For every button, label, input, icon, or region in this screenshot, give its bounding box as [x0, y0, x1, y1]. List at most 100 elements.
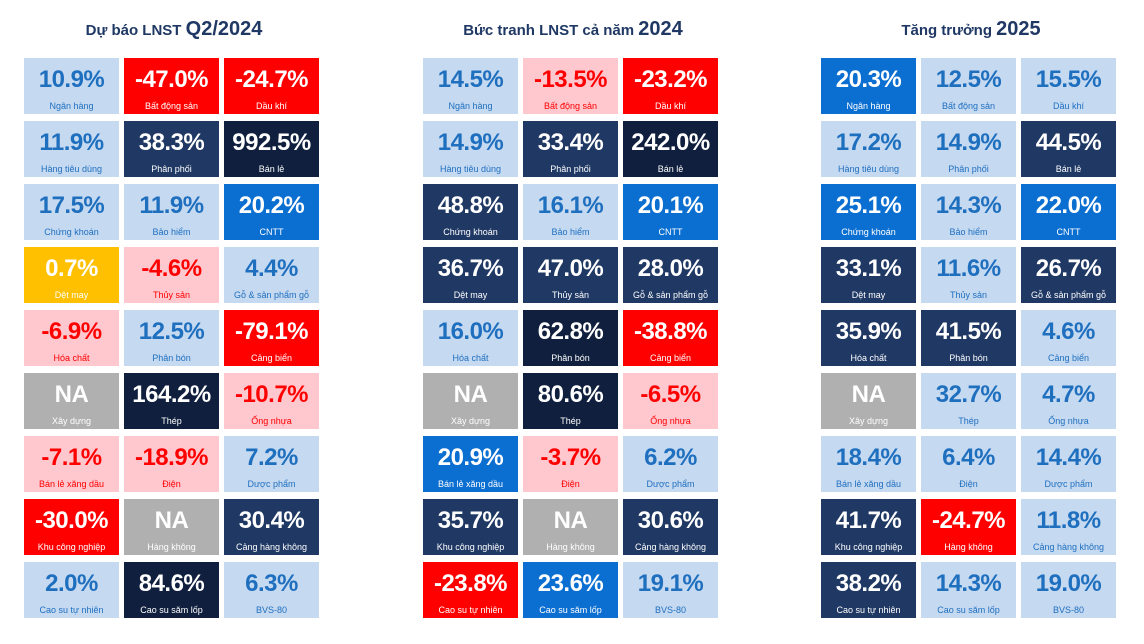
- heatmap-cell: 15.5% Dầu khí: [1021, 58, 1116, 114]
- cell-value: 11.8%: [1036, 507, 1101, 534]
- heatmap-cell: 48.8% Chứng khoán: [423, 184, 518, 240]
- cell-label: Xây dựng: [51, 416, 92, 426]
- cell-label: Chứng khoán: [44, 227, 99, 237]
- cell-label: Cảng biển: [1047, 353, 1090, 363]
- heatmap-cell: 4.4% Gỗ & sản phẩm gỗ: [224, 247, 319, 303]
- panel-title-text: Dự báo LNST: [85, 22, 186, 39]
- cell-label: Điện: [959, 479, 978, 489]
- cell-label: Khu công nghiệp: [834, 542, 903, 552]
- panel-title: Dự báo LNST Q2/2024: [24, 18, 324, 41]
- cell-label: Cảng hàng không: [1032, 542, 1105, 552]
- cell-value: NA: [553, 507, 588, 534]
- cell-value: 10.9%: [38, 66, 105, 93]
- cell-label: Bảo hiểm: [551, 227, 590, 237]
- heatmap-cell: NA Xây dựng: [423, 373, 518, 429]
- cell-label: Cảng biển: [649, 353, 692, 363]
- heatmap-cell: 0.7% Dệt may: [24, 247, 119, 303]
- cell-value: -7.1%: [41, 444, 102, 471]
- cell-value: 19.1%: [637, 570, 704, 597]
- cell-value: 15.5%: [1035, 66, 1102, 93]
- heatmap-cell: 41.5% Phân bón: [921, 310, 1016, 366]
- cell-value: 16.0%: [437, 318, 504, 345]
- panel-title-text: Tăng trưởng: [901, 22, 997, 39]
- heatmap-cell: 17.2% Hàng tiêu dùng: [821, 121, 916, 177]
- heatmap-cell: -10.7% Ống nhựa: [224, 373, 319, 429]
- heatmap-cell: 26.7% Gỗ & sản phẩm gỗ: [1021, 247, 1116, 303]
- cell-value: 47.0%: [537, 255, 604, 282]
- cell-value: 11.6%: [936, 255, 1001, 282]
- cell-value: 17.2%: [835, 129, 902, 156]
- cell-value: 20.1%: [637, 192, 704, 219]
- cell-label: Hóa chất: [452, 353, 489, 363]
- cell-label: Bất động sản: [941, 101, 996, 111]
- cell-value: 32.7%: [935, 381, 1002, 408]
- panel-title-year: 2024: [638, 18, 683, 40]
- cell-label: Hàng không: [147, 542, 196, 552]
- heatmap-cell: 14.5% Ngân hàng: [423, 58, 518, 114]
- cell-label: Thép: [560, 416, 581, 426]
- cell-label: Ống nhựa: [251, 416, 292, 426]
- cell-label: Cảng biển: [250, 353, 293, 363]
- panel-title-year: Q2/2024: [185, 18, 263, 40]
- heatmap-cell: 14.3% Bảo hiểm: [921, 184, 1016, 240]
- cell-value: 28.0%: [637, 255, 704, 282]
- heatmap-cell: -3.7% Điện: [523, 436, 618, 492]
- cell-value: 38.2%: [835, 570, 902, 597]
- cell-value: -38.8%: [633, 318, 708, 345]
- heatmap-cell: 14.9% Hàng tiêu dùng: [423, 121, 518, 177]
- cell-label: BVS-80: [1052, 605, 1085, 615]
- heatmap-cell: -6.9% Hóa chất: [24, 310, 119, 366]
- cell-value: 992.5%: [232, 129, 311, 156]
- cell-value: -18.9%: [134, 444, 209, 471]
- cell-label: Thép: [161, 416, 182, 426]
- cell-value: 0.7%: [45, 255, 98, 282]
- cell-label: Thủy sản: [949, 290, 988, 300]
- heatmap-cell: -38.8% Cảng biển: [623, 310, 718, 366]
- cell-label: Cao su săm lốp: [937, 605, 1000, 615]
- heatmap-cell: -30.0% Khu công nghiệp: [24, 499, 119, 555]
- heatmap-cell: 2.0% Cao su tự nhiên: [24, 562, 119, 618]
- cell-value: 80.6%: [537, 381, 604, 408]
- heatmap-cell: 10.9% Ngân hàng: [24, 58, 119, 114]
- cell-value: 12.5%: [935, 66, 1002, 93]
- heatmap-cell: 18.4% Bán lẻ xăng dầu: [821, 436, 916, 492]
- cell-label: Bán lẻ xăng dầu: [835, 479, 902, 489]
- cell-label: Khu công nghiệp: [37, 542, 106, 552]
- panel-title: Bức tranh LNST cả năm 2024: [423, 18, 723, 41]
- cell-value: 14.3%: [935, 192, 1002, 219]
- heatmap-cell: 4.6% Cảng biển: [1021, 310, 1116, 366]
- heatmap-cell: 992.5% Bán lẻ: [224, 121, 319, 177]
- cell-label: Phân phối: [151, 164, 192, 174]
- cell-value: 4.7%: [1042, 381, 1095, 408]
- cell-label: Bất động sản: [144, 101, 199, 111]
- heatmap-cell: -18.9% Điện: [124, 436, 219, 492]
- cell-value: 18.4%: [835, 444, 902, 471]
- heatmap-cell: -79.1% Cảng biển: [224, 310, 319, 366]
- cell-value: 22.0%: [1035, 192, 1102, 219]
- heatmap-cell: 35.9% Hóa chất: [821, 310, 916, 366]
- heatmap-cell: 11.9% Bảo hiểm: [124, 184, 219, 240]
- cell-label: Dược phẩm: [646, 479, 695, 489]
- cell-label: Bán lẻ: [657, 164, 684, 174]
- cell-label: Bán lẻ xăng dầu: [38, 479, 105, 489]
- cell-label: BVS-80: [255, 605, 288, 615]
- cell-value: 20.3%: [835, 66, 902, 93]
- panel-title-text: Bức tranh LNST cả năm: [463, 22, 639, 39]
- cell-value: 41.7%: [835, 507, 902, 534]
- heatmap-cell: 35.7% Khu công nghiệp: [423, 499, 518, 555]
- cell-value: 62.8%: [537, 318, 604, 345]
- heatmap-cell: 28.0% Gỗ & sản phẩm gỗ: [623, 247, 718, 303]
- cell-value: 6.2%: [644, 444, 697, 471]
- heatmap-cell: 20.3% Ngân hàng: [821, 58, 916, 114]
- heatmap-cell: 6.2% Dược phẩm: [623, 436, 718, 492]
- cell-value: 20.2%: [238, 192, 305, 219]
- heatmap-cell: 20.9% Bán lẻ xăng dầu: [423, 436, 518, 492]
- cell-value: 4.6%: [1042, 318, 1095, 345]
- cell-value: 20.9%: [437, 444, 504, 471]
- cell-value: 23.6%: [537, 570, 604, 597]
- heatmap-cell: 33.4% Phân phối: [523, 121, 618, 177]
- cell-value: 17.5%: [38, 192, 105, 219]
- heatmap-cell: 11.8% Cảng hàng không: [1021, 499, 1116, 555]
- cell-value: -30.0%: [34, 507, 109, 534]
- cell-label: Bất động sản: [543, 101, 598, 111]
